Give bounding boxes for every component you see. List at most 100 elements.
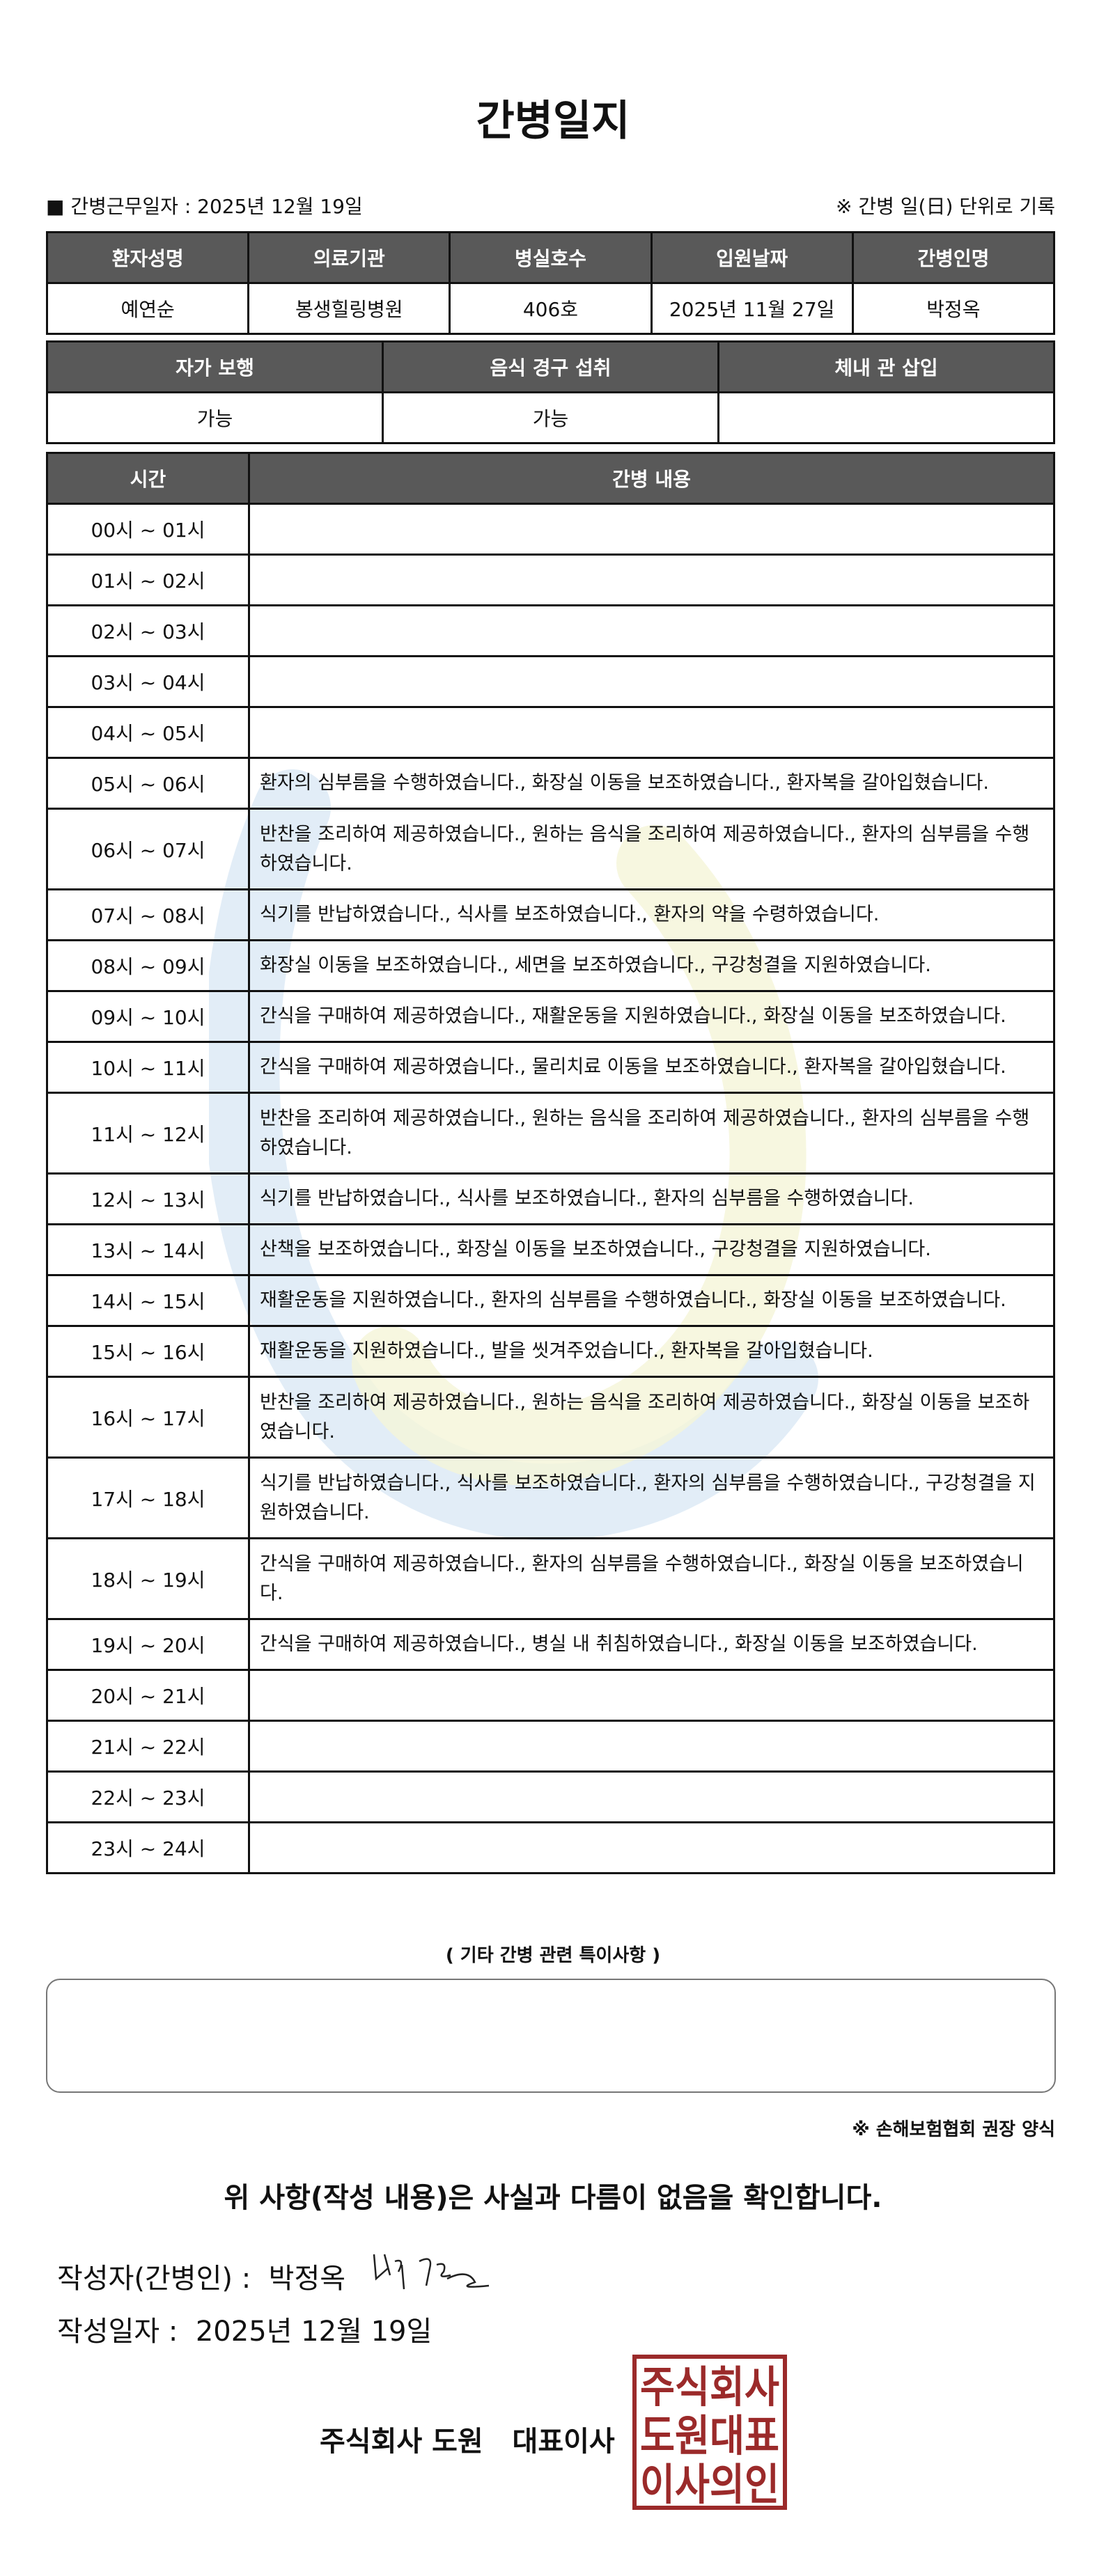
log-row: 11시 ~ 12시 반찬을 조리하여 제공하였습니다., 원하는 음식을 조리하여… — [46, 1092, 1055, 1175]
admission-date: 2025년 11월 27일 — [650, 282, 854, 335]
log-time: 22시 ~ 23시 — [46, 1770, 250, 1823]
log-time: 02시 ~ 03시 — [46, 604, 250, 657]
log-row: 15시 ~ 16시 재활운동을 지원하였습니다., 발을 씻겨주었습니다., 환자… — [46, 1325, 1055, 1378]
log-row: 23시 ~ 24시 — [46, 1821, 1055, 1874]
signature-image — [373, 2254, 490, 2290]
log-row: 17시 ~ 18시 식기를 반납하였습니다., 식사를 보조하였습니다., 환자의… — [46, 1456, 1055, 1539]
log-row: 09시 ~ 10시 간식을 구매하여 제공하였습니다., 재활운동을 지원하였습니… — [46, 990, 1055, 1043]
header-time: 시간 — [46, 452, 250, 505]
log-time: 10시 ~ 11시 — [46, 1041, 250, 1094]
header-institution: 의료기관 — [247, 231, 451, 284]
log-content[interactable] — [248, 553, 1055, 606]
patient-name: 예연순 — [45, 282, 250, 335]
header-walking: 자가 보행 — [46, 340, 384, 393]
log-content[interactable]: 간식을 구매하여 제공하였습니다., 환자의 심부름을 수행하였습니다., 화장… — [248, 1537, 1055, 1620]
log-row: 20시 ~ 21시 — [46, 1669, 1055, 1722]
log-content[interactable]: 간식을 구매하여 제공하였습니다., 병실 내 취침하였습니다., 화장실 이동… — [248, 1618, 1055, 1671]
written-date: 2025년 12월 19일 — [195, 2316, 433, 2348]
log-time: 07시 ~ 08시 — [46, 888, 250, 941]
log-time: 09시 ~ 10시 — [46, 990, 250, 1043]
log-row: 14시 ~ 15시 재활운동을 지원하였습니다., 환자의 심부름을 수행하였습니… — [46, 1274, 1055, 1327]
company-seal-stamp: 주식회사 도원대표 이사의인 — [632, 2355, 787, 2510]
log-content[interactable]: 식기를 반납하였습니다., 식사를 보조하였습니다., 환자의 심부름을 수행하… — [248, 1172, 1055, 1225]
log-row: 01시 ~ 02시 — [46, 553, 1055, 606]
log-content[interactable] — [248, 1770, 1055, 1823]
header-room: 병실호수 — [449, 231, 653, 284]
log-row: 00시 ~ 01시 — [46, 503, 1055, 556]
log-content[interactable]: 반찬을 조리하여 제공하였습니다., 원하는 음식을 조리하여 제공하였습니다.… — [248, 1092, 1055, 1175]
log-row: 21시 ~ 22시 — [46, 1720, 1055, 1773]
writer-name: 박정옥 — [268, 2263, 346, 2295]
log-content[interactable] — [248, 655, 1055, 708]
log-content[interactable]: 식기를 반납하였습니다., 식사를 보조하였습니다., 환자의 심부름을 수행하… — [248, 1456, 1055, 1539]
svg-text:이사의인: 이사의인 — [640, 2459, 779, 2510]
log-content[interactable]: 환자의 심부름을 수행하였습니다., 화장실 이동을 보조하였습니다., 환자복… — [248, 757, 1055, 810]
log-content[interactable]: 재활운동을 지원하였습니다., 발을 씻겨주었습니다., 환자복을 갈아입혔습니… — [248, 1325, 1055, 1378]
room: 406호 — [449, 282, 653, 335]
writer-label: 작성자(간병인) : — [57, 2263, 251, 2295]
log-row: 04시 ~ 05시 — [46, 706, 1055, 759]
log-content[interactable]: 간식을 구매하여 제공하였습니다., 재활운동을 지원하였습니다., 화장실 이… — [248, 990, 1055, 1043]
log-content[interactable]: 식기를 반납하였습니다., 식사를 보조하였습니다., 환자의 약을 수령하였습… — [248, 888, 1055, 941]
log-time: 17시 ~ 18시 — [46, 1456, 250, 1539]
log-time: 03시 ~ 04시 — [46, 655, 250, 708]
written-date-label: 작성일자 : — [57, 2316, 178, 2348]
log-row: 07시 ~ 08시 식기를 반납하였습니다., 식사를 보조하였습니다., 환자의… — [46, 888, 1055, 941]
log-time: 15시 ~ 16시 — [46, 1325, 250, 1378]
log-row: 08시 ~ 09시 화장실 이동을 보조하였습니다., 세면을 보조하였습니다.,… — [46, 939, 1055, 992]
notes-box[interactable] — [46, 1979, 1056, 2093]
log-row: 18시 ~ 19시 간식을 구매하여 제공하였습니다., 환자의 심부름을 수행하… — [46, 1537, 1055, 1620]
log-time: 01시 ~ 02시 — [46, 553, 250, 606]
log-time: 00시 ~ 01시 — [46, 503, 250, 556]
log-content[interactable]: 간식을 구매하여 제공하였습니다., 물리치료 이동을 보조하였습니다., 환자… — [248, 1041, 1055, 1094]
log-content[interactable] — [248, 503, 1055, 556]
header-admission-date: 입원날짜 — [650, 231, 854, 284]
log-row: 12시 ~ 13시 식기를 반납하였습니다., 식사를 보조하였습니다., 환자의… — [46, 1172, 1055, 1225]
notes-title: ( 기타 간병 관련 특이사항 ) — [445, 1945, 661, 1966]
tube — [717, 391, 1055, 444]
log-time: 05시 ~ 06시 — [46, 757, 250, 810]
work-date: ■ 간병근무일자 : 2025년 12월 19일 — [46, 195, 363, 218]
log-content[interactable]: 화장실 이동을 보조하였습니다., 세면을 보조하였습니다., 구강청결을 지원… — [248, 939, 1055, 992]
log-time: 06시 ~ 07시 — [46, 808, 250, 890]
log-content[interactable]: 재활운동을 지원하였습니다., 환자의 심부름을 수행하였습니다., 화장실 이… — [248, 1274, 1055, 1327]
log-content[interactable] — [248, 1720, 1055, 1773]
svg-text:주식회사: 주식회사 — [640, 2362, 779, 2412]
log-row: 16시 ~ 17시 반찬을 조리하여 제공하였습니다., 원하는 음식을 조리하여… — [46, 1376, 1055, 1459]
log-time: 21시 ~ 22시 — [46, 1720, 250, 1773]
log-content[interactable] — [248, 706, 1055, 759]
log-content[interactable] — [248, 1821, 1055, 1874]
written-date-line: 작성일자 : 2025년 12월 19일 — [57, 2309, 432, 2349]
document-title: 간병일지 — [476, 97, 630, 146]
log-row: 22시 ~ 23시 — [46, 1770, 1055, 1823]
writer-line: 작성자(간병인) : 박정옥 — [57, 2256, 345, 2296]
walking: 가능 — [46, 391, 384, 444]
log-row: 13시 ~ 14시 산책을 보조하였습니다., 화장실 이동을 보조하였습니다.,… — [46, 1223, 1055, 1276]
header-tube: 체내 관 삽입 — [717, 340, 1055, 393]
company-title: 대표이사 — [512, 2426, 615, 2458]
header-oral-intake: 음식 경구 섭취 — [382, 340, 719, 393]
log-row: 10시 ~ 11시 간식을 구매하여 제공하였습니다., 물리치료 이동을 보조하… — [46, 1041, 1055, 1094]
log-content[interactable]: 반찬을 조리하여 제공하였습니다., 원하는 음식을 조리하여 제공하였습니다.… — [248, 808, 1055, 890]
log-time: 16시 ~ 17시 — [46, 1376, 250, 1459]
care-log-table: 시간 간병 내용 00시 ~ 01시 01시 ~ 02시 02시 ~ 03시 03시 … — [46, 452, 1055, 1874]
log-time: 18시 ~ 19시 — [46, 1537, 250, 1620]
header-patient-name: 환자성명 — [45, 231, 250, 284]
log-row: 03시 ~ 04시 — [46, 655, 1055, 708]
log-content[interactable]: 반찬을 조리하여 제공하였습니다., 원하는 음식을 조리하여 제공하였습니다.… — [248, 1376, 1055, 1459]
header-caregiver: 간병인명 — [851, 231, 1056, 284]
institution: 봉생힐링병원 — [247, 282, 451, 335]
log-row: 05시 ~ 06시 환자의 심부름을 수행하였습니다., 화장실 이동을 보조하였… — [46, 757, 1055, 810]
log-content[interactable]: 산책을 보조하였습니다., 화장실 이동을 보조하였습니다., 구강청결을 지원… — [248, 1223, 1055, 1276]
log-content[interactable] — [248, 604, 1055, 657]
log-time: 23시 ~ 24시 — [46, 1821, 250, 1874]
log-time: 11시 ~ 12시 — [46, 1092, 250, 1175]
caregiver: 박정옥 — [851, 282, 1056, 335]
record-unit-note: ※ 간병 일(日) 단위로 기록 — [836, 195, 1055, 218]
log-row: 02시 ~ 03시 — [46, 604, 1055, 657]
header-care-content: 간병 내용 — [248, 452, 1055, 505]
log-content[interactable] — [248, 1669, 1055, 1722]
log-time: 12시 ~ 13시 — [46, 1172, 250, 1225]
log-time: 19시 ~ 20시 — [46, 1618, 250, 1671]
log-row: 19시 ~ 20시 간식을 구매하여 제공하였습니다., 병실 내 취침하였습니다… — [46, 1618, 1055, 1671]
